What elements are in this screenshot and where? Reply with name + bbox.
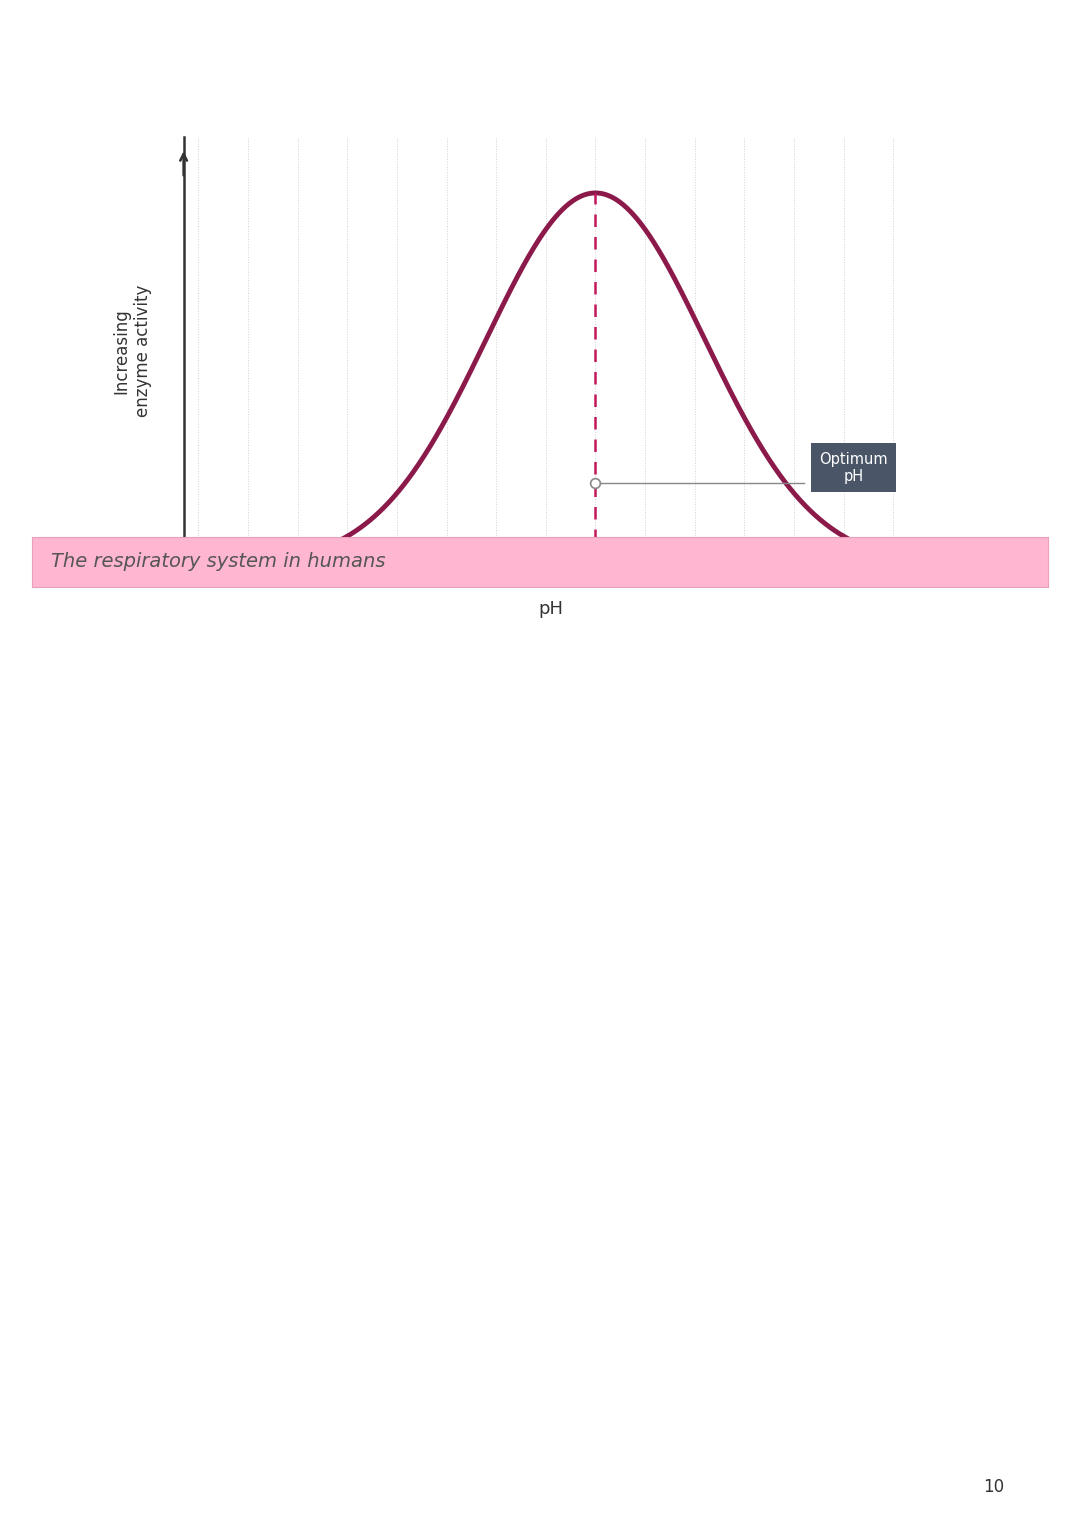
- Text: Optimum
pH: Optimum pH: [819, 451, 888, 483]
- Text: The respiratory system in humans: The respiratory system in humans: [51, 552, 386, 572]
- Text: 10: 10: [983, 1478, 1004, 1496]
- Text: Increasing
enzyme activity: Increasing enzyme activity: [112, 285, 151, 416]
- X-axis label: pH: pH: [538, 599, 564, 618]
